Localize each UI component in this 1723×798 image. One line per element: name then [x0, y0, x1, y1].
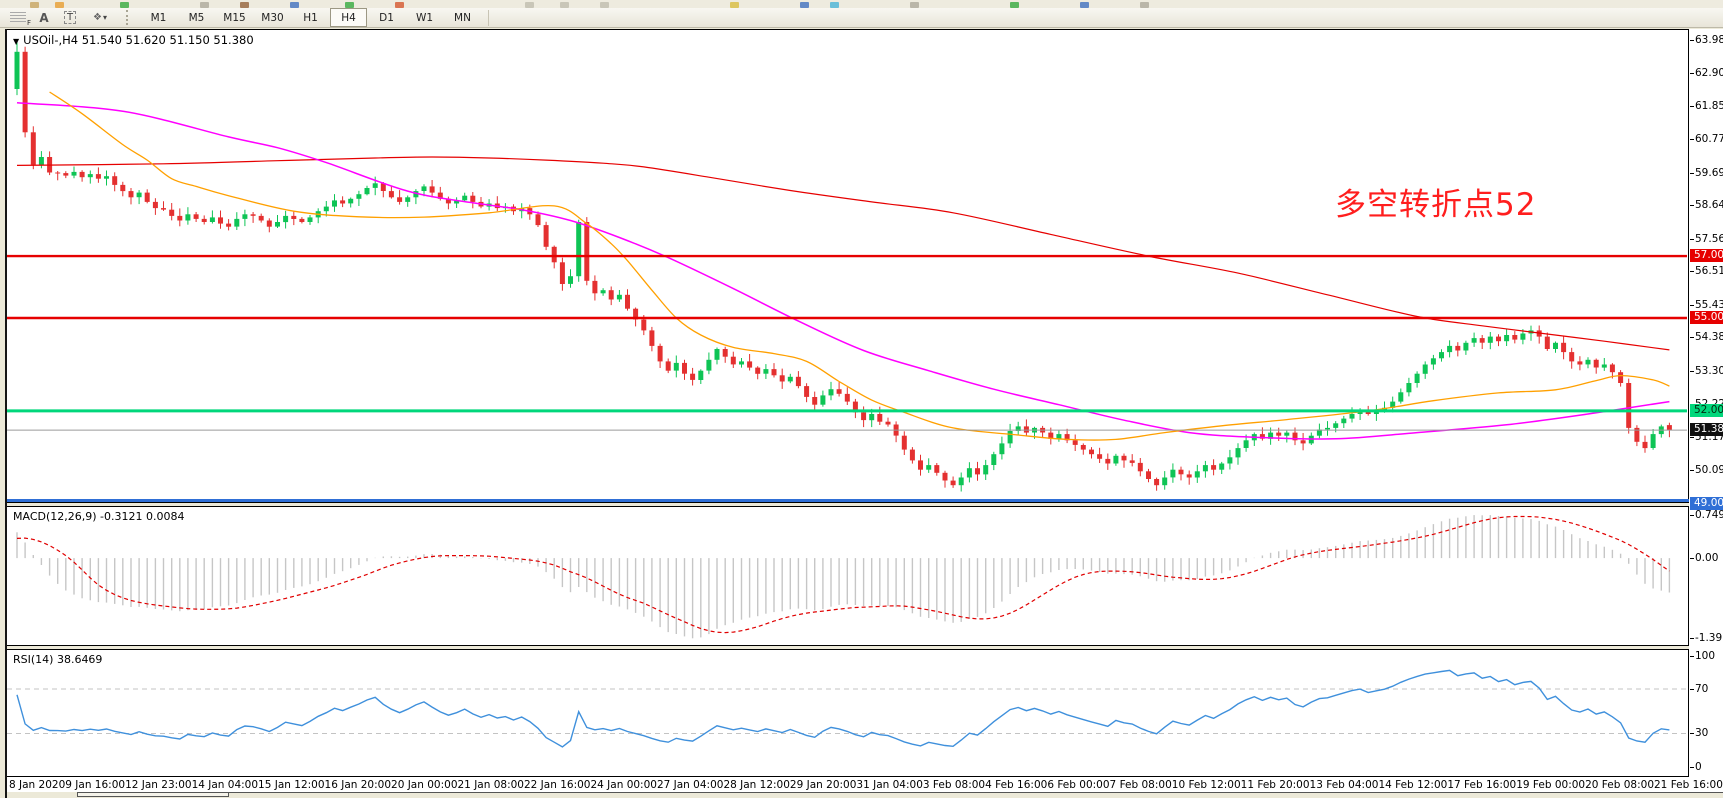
price-level-badge: 55.000	[1690, 311, 1723, 324]
date-tick-label: 19 Feb 00:00	[1516, 779, 1586, 791]
price-tick-label: 57.560	[1690, 233, 1723, 245]
price-axis[interactable]: 63.980 62.900 61.850 60.770 59.690 58.640 57.5…	[1689, 29, 1723, 777]
symbol-ohlc-title: ▼ USOil-,H4 51.540 51.620 51.150 51.380	[13, 33, 254, 47]
symbol-ohlc-text: USOil-,H4 51.540 51.620 51.150 51.380	[23, 33, 254, 47]
price-tick-label: 60.770	[1690, 133, 1723, 145]
timeframe-button-d1[interactable]: D1	[379, 11, 394, 24]
chart-annotation-text[interactable]: 多空转折点52	[1335, 187, 1537, 223]
toolbar-separator	[488, 9, 489, 26]
text-label-tool-icon[interactable]: A	[39, 10, 49, 25]
price-tick-label: 58.640	[1690, 199, 1723, 211]
macd-tick-label: 0.00	[1689, 552, 1719, 564]
timeframe-button-h4[interactable]: H4	[330, 8, 367, 27]
date-tick-label: 29 Jan 20:00	[789, 779, 857, 791]
date-tick-label: 28 Jan 12:00	[723, 779, 790, 791]
timeframe-button-m1[interactable]: M1	[150, 11, 167, 24]
timeframe-button-w1[interactable]: W1	[415, 11, 434, 24]
timeframe-button-m30[interactable]: M30	[261, 11, 284, 24]
rsi-tick-label: 70	[1689, 683, 1709, 695]
date-tick-label: 27 Jan 04:00	[656, 779, 724, 791]
timeframe-button-m15[interactable]: M15	[223, 11, 246, 24]
price-tick-label: 59.690	[1690, 167, 1723, 179]
date-tick-label: 7 Feb 08:00	[1109, 779, 1172, 791]
date-tick-label: 24 Jan 00:00	[590, 779, 657, 791]
rsi-tick-label: 0	[1690, 761, 1702, 773]
price-level-badge: 52.000	[1690, 404, 1723, 417]
macd-panel[interactable]	[7, 506, 1689, 646]
date-tick-label: 15 Jan 12:00	[258, 779, 325, 791]
rsi-panel[interactable]	[7, 649, 1689, 777]
date-tick-label: 3 Feb 08:00	[922, 779, 986, 791]
date-tick-label: 14 Jan 04:00	[191, 779, 259, 791]
price-tick-label: 62.900	[1690, 67, 1723, 79]
price-level-badge: 51.380	[1690, 423, 1723, 436]
date-tick-label: 9 Jan 16:00	[65, 779, 126, 791]
chart-toolbar: F A T ❖ ▾ M1 M5 M15 M30 H1 H4 D1 W1 MN	[0, 8, 1723, 28]
price-chart-panel[interactable]	[7, 29, 1689, 503]
date-tick-label: 14 Feb 12:00	[1378, 779, 1448, 791]
rsi-tick-label: 30	[1689, 727, 1709, 739]
price-tick-label: 61.850	[1690, 100, 1723, 112]
date-tick-label: 20 Feb 08:00	[1585, 779, 1654, 791]
price-level-badge: 57.000	[1690, 249, 1723, 262]
support-line-49[interactable]	[7, 499, 1689, 502]
date-tick-label: 20 Jan 00:00	[391, 779, 458, 791]
timeframe-button-mn[interactable]: MN	[454, 11, 471, 24]
toolbar-grip-handle[interactable]	[126, 10, 135, 25]
price-tick-label: 50.090	[1690, 464, 1723, 476]
fibonacci-tool-icon[interactable]: F	[6, 9, 31, 27]
panel-separator[interactable]	[7, 503, 1689, 506]
rsi-chart	[7, 669, 1687, 748]
price-tick-label: 55.430	[1690, 299, 1723, 311]
price-tick-label: 56.510	[1690, 265, 1723, 277]
date-tick-label: 12 Jan 23:00	[125, 779, 192, 791]
bottom-edge-line	[77, 792, 1723, 793]
date-tick-label: 16 Jan 20:00	[324, 779, 392, 791]
shapes-tool-icon[interactable]: ❖ ▾	[84, 9, 116, 26]
macd-tick-label: 0.7494	[1690, 509, 1723, 521]
rsi-indicator-label: RSI(14) 38.6469	[13, 653, 103, 666]
date-tick-label: 31 Jan 04:00	[856, 779, 923, 791]
candlestick-chart	[7, 40, 1687, 492]
chevron-down-icon[interactable]: ▾	[102, 13, 107, 22]
horizontal-scrollbar-thumb[interactable]	[77, 792, 229, 797]
macd-indicator-label: MACD(12,26,9) -0.3121 0.0084	[13, 510, 185, 523]
timeframe-button-group: M1 M5 M15 M30 H1 H4 D1 W1 MN	[140, 8, 482, 27]
text-box-tool-icon[interactable]: T	[58, 9, 82, 26]
date-tick-label: 10 Feb 12:00	[1171, 779, 1241, 791]
window-bottom-strip	[7, 792, 1723, 798]
timeframe-button-m5[interactable]: M5	[188, 11, 205, 24]
rsi-tick-label: 100	[1689, 650, 1716, 662]
date-tick-label: 4 Feb 16:00	[985, 779, 1048, 791]
date-tick-label: 17 Feb 16:00	[1447, 779, 1517, 791]
date-tick-label: 13 Feb 04:00	[1309, 779, 1379, 791]
shapes-glyph: ❖	[93, 12, 102, 23]
price-level-badge: 49.000	[1690, 497, 1723, 510]
price-tick-label: 63.980	[1690, 34, 1723, 46]
date-tick-label: 6 Feb 00:00	[1047, 779, 1110, 791]
date-tick-label: 11 Feb 20:00	[1240, 779, 1310, 791]
chart-window[interactable]: ▼ USOil-,H4 51.540 51.620 51.150 51.380 多…	[5, 29, 1723, 798]
macd-chart	[16, 515, 1671, 639]
date-tick-label: 21 Feb 16:00	[1654, 779, 1723, 791]
date-tick-label: 8 Jan 2020	[9, 779, 66, 791]
date-tick-label: 22 Jan 16:00	[523, 779, 591, 791]
price-tick-label: 53.300	[1690, 365, 1723, 377]
time-axis[interactable]: 8 Jan 2020 9 Jan 16:00 12 Jan 23:00 14 Jan …	[7, 777, 1723, 792]
timeframe-button-h1[interactable]: H1	[303, 11, 318, 24]
price-tick-label: 54.380	[1690, 331, 1723, 343]
date-tick-label: 21 Jan 08:00	[457, 779, 524, 791]
macd-tick-label: -1.3973	[1690, 632, 1723, 644]
symbol-dropdown-icon[interactable]: ▼	[13, 37, 20, 46]
panel-separator[interactable]	[7, 646, 1689, 649]
